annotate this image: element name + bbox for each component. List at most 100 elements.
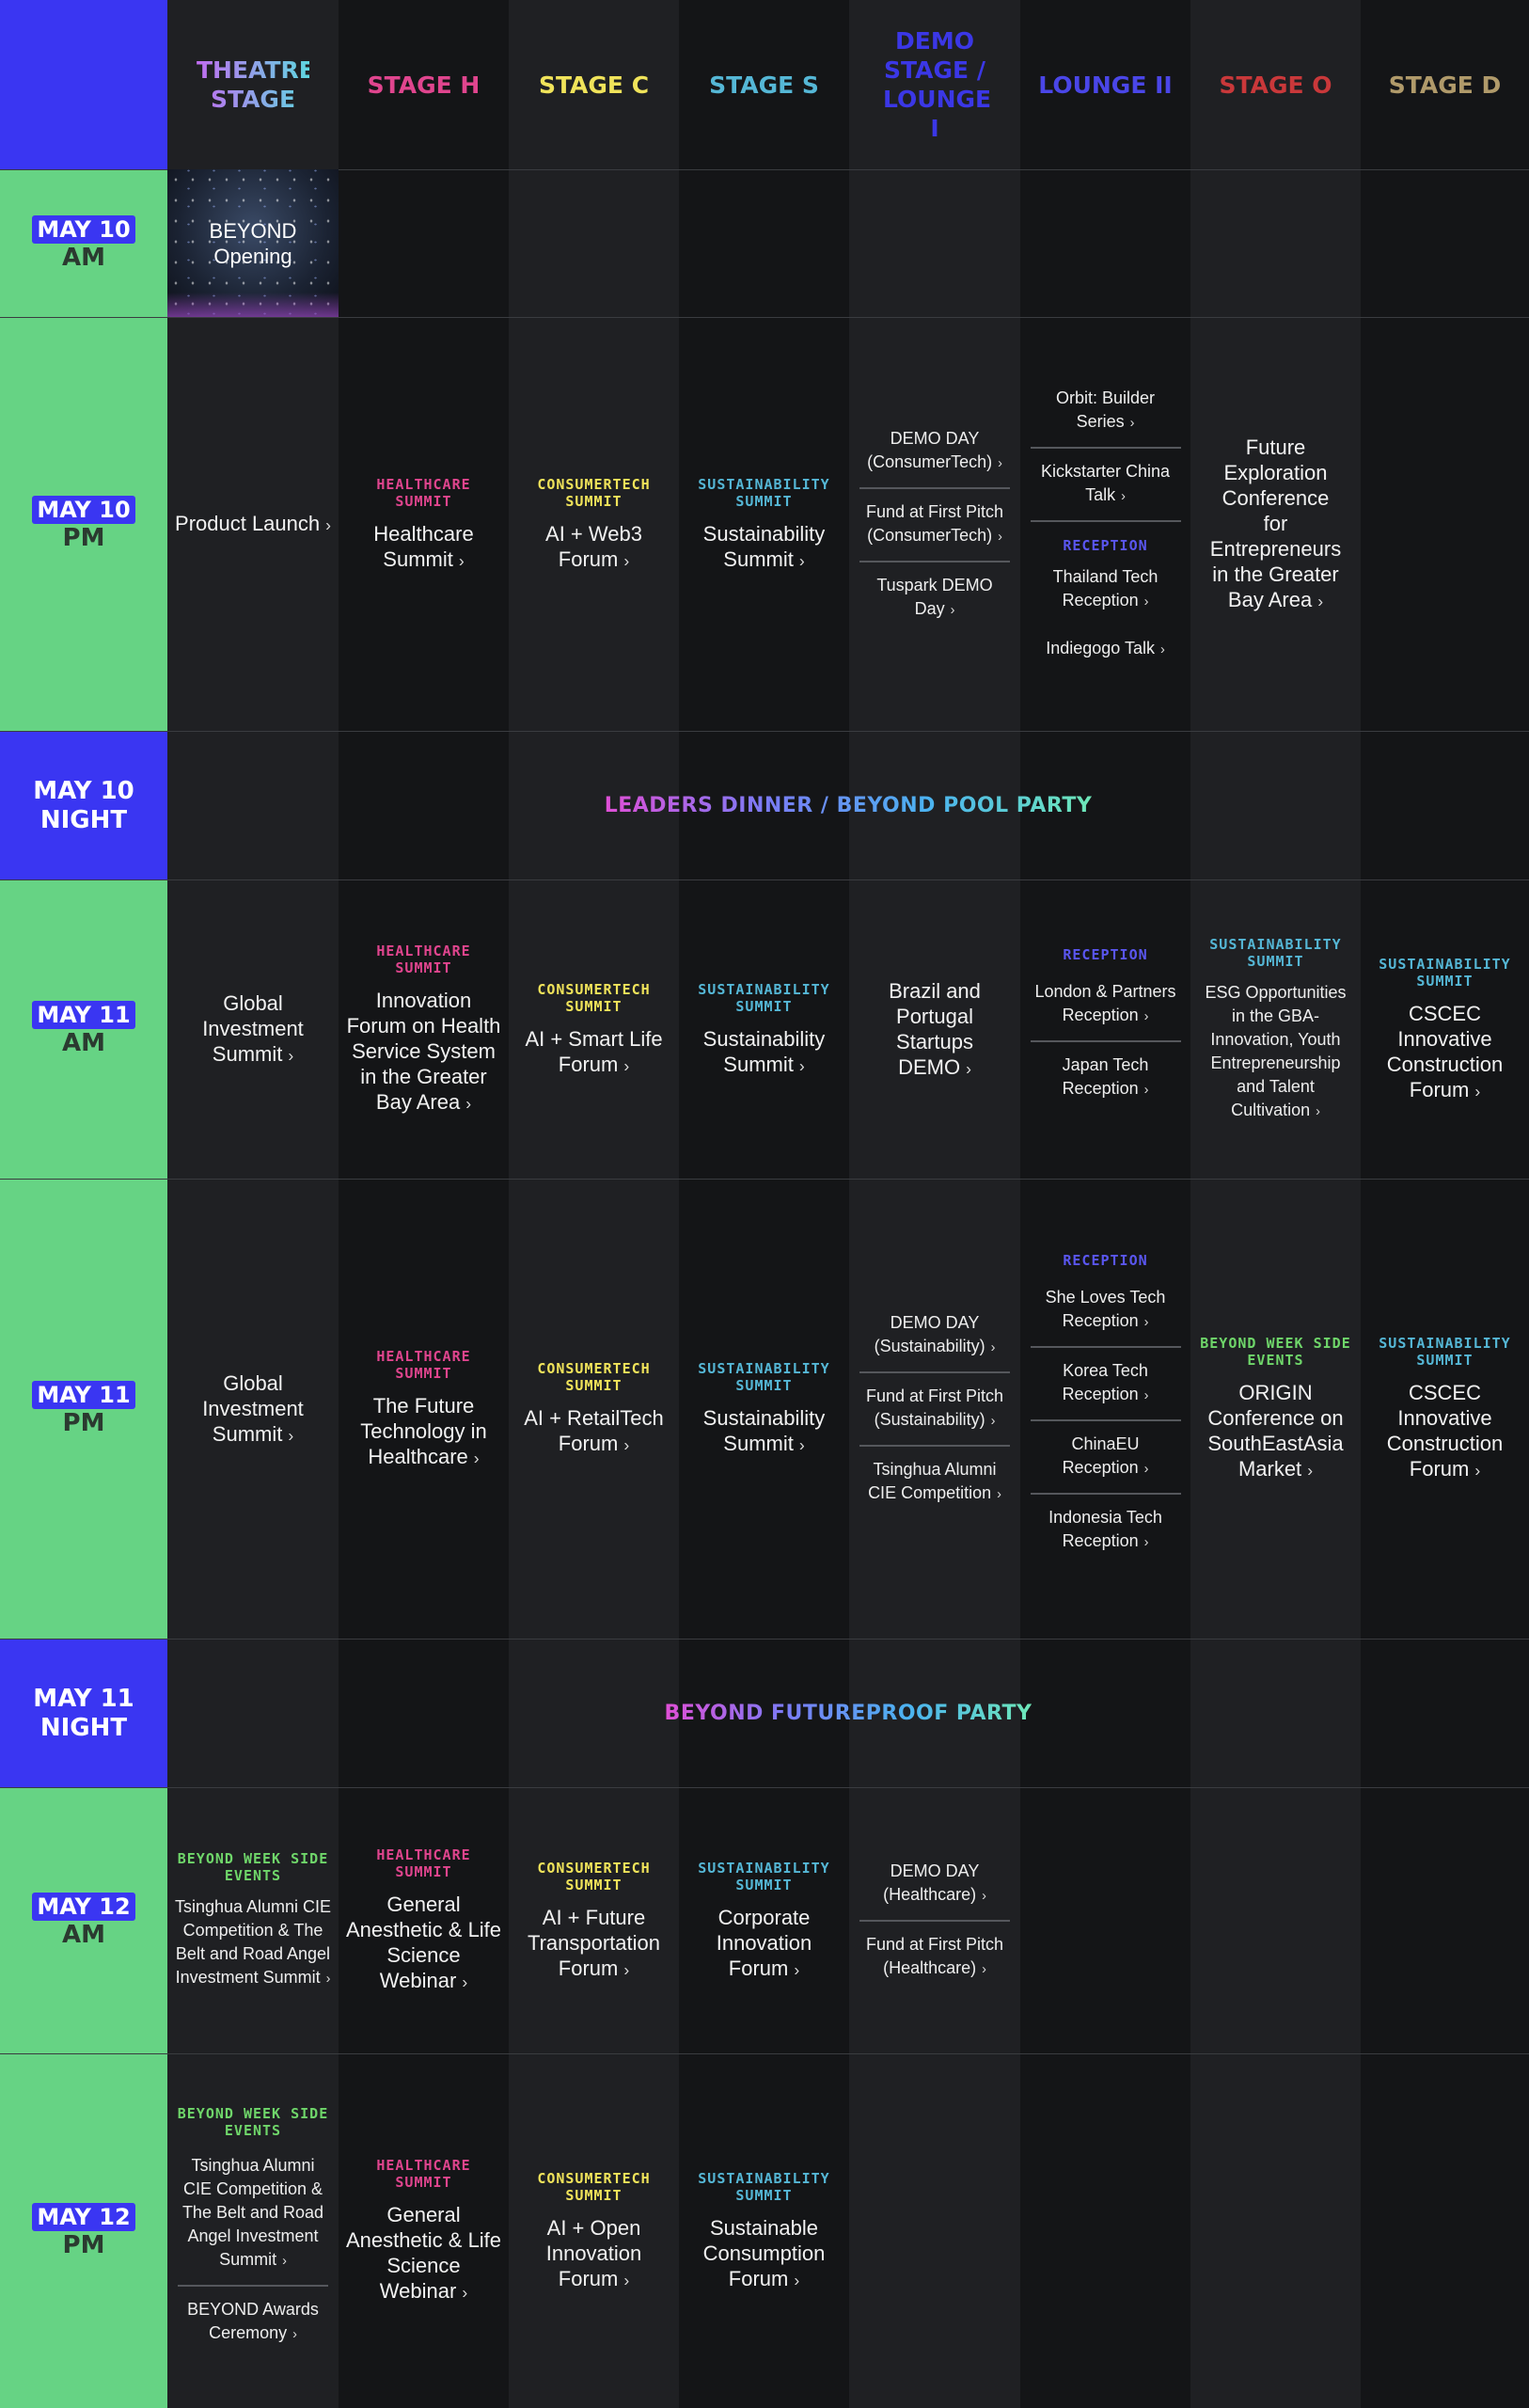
event-link[interactable]: Fund at First Pitch (Sustainability) › — [859, 1373, 1010, 1447]
event-link[interactable]: Thailand Tech Reception › — [1031, 554, 1181, 626]
event-title-text: Global Investment Summit — [202, 991, 304, 1066]
event-link[interactable]: DEMO DAY (ConsumerTech) › — [859, 416, 1010, 489]
event-link[interactable]: Indonesia Tech Reception › — [1031, 1495, 1181, 1566]
event-link[interactable]: DEMO DAY (Healthcare) › — [859, 1848, 1010, 1922]
event-anesthetic-webinar[interactable]: HEALTHCARE SUMMIT General Anesthetic & L… — [339, 2054, 509, 2408]
event-link[interactable]: Japan Tech Reception › — [1031, 1042, 1181, 1114]
column-bg-demo — [849, 0, 1020, 2408]
event-product-launch[interactable]: Product Launch › — [167, 318, 339, 731]
event-origin-conference[interactable]: BEYOND WEEK SIDE EVENTS ORIGIN Conferenc… — [1190, 1180, 1361, 1639]
event-link[interactable]: Kickstarter China Talk › — [1030, 449, 1181, 522]
category-label: RECEPTION — [1063, 1252, 1148, 1269]
event-sustainability-summit[interactable]: SUSTAINABILITY SUMMIT Sustainability Sum… — [679, 880, 849, 1179]
event-cscec-forum[interactable]: SUSTAINABILITY SUMMIT CSCEC Innovative C… — [1361, 880, 1529, 1179]
event-title-text: Global Investment Summit — [202, 1370, 304, 1446]
event-esg-opportunities[interactable]: SUSTAINABILITY SUMMIT ESG Opportunities … — [1190, 880, 1361, 1179]
event-global-investment-summit[interactable]: Global Investment Summit › — [167, 880, 339, 1179]
column-header-stage-s[interactable]: STAGE S — [679, 0, 849, 169]
event-title: Sustainability Summit › — [685, 1026, 843, 1079]
column-header-theatre-stage[interactable]: THEATRE STAGE — [167, 0, 339, 169]
event-link[interactable]: ChinaEU Reception › — [1030, 1421, 1181, 1495]
event-title-text: Sustainability Summit — [702, 521, 826, 571]
event-title-text: Sustainability Summit — [702, 1406, 826, 1455]
event-sustainability-summit[interactable]: SUSTAINABILITY SUMMIT Sustainability Sum… — [679, 318, 849, 731]
category-label: HEALTHCARE SUMMIT — [376, 2157, 471, 2191]
column-bg-lounge-ii — [1020, 0, 1190, 2408]
column-header-label: STAGE D — [1388, 71, 1502, 99]
event-title-text: Orbit: Builder Series — [1055, 388, 1156, 431]
chevron-right-icon: › — [473, 1448, 480, 1467]
chevron-right-icon: › — [982, 1962, 986, 1977]
chevron-right-icon: › — [1159, 642, 1165, 657]
event-link[interactable]: Fund at First Pitch (ConsumerTech) › — [859, 489, 1010, 562]
event-link[interactable]: Tuspark DEMO Day › — [859, 562, 1010, 634]
event-link[interactable]: DEMO DAY (Sustainability) › — [859, 1300, 1010, 1373]
demo-stage-may12am: DEMO DAY (Healthcare) › Fund at First Pit… — [849, 1788, 1020, 2053]
event-ai-smart-life-forum[interactable]: CONSUMERTECH SUMMIT AI + Smart Life Foru… — [509, 880, 679, 1179]
chevron-right-icon: › — [1143, 1082, 1149, 1098]
event-title: Global Investment Summit › — [173, 1370, 333, 1449]
column-header-stage-o[interactable]: STAGE O — [1190, 0, 1361, 169]
event-link[interactable]: Fund at First Pitch (Healthcare) › — [859, 1922, 1010, 1993]
event-title-text: Thailand Tech Reception — [1052, 567, 1159, 610]
event-corporate-innovation-forum[interactable]: SUSTAINABILITY SUMMIT Corporate Innovati… — [679, 1788, 849, 2053]
column-header-label: STAGE C — [538, 71, 650, 99]
event-ai-web3-forum[interactable]: CONSUMERTECH SUMMIT AI + Web3 Forum › — [509, 318, 679, 731]
column-bg-stage-o — [1190, 0, 1361, 2408]
event-tsinghua-alumni-competition[interactable]: BEYOND WEEK SIDE EVENTS Tsinghua Alumni … — [167, 1788, 339, 2053]
event-global-investment-summit[interactable]: Global Investment Summit › — [167, 1180, 339, 1639]
row-label-may12-am: MAY 12 AM — [0, 1788, 167, 2053]
event-link[interactable]: London & Partners Reception › — [1030, 969, 1181, 1042]
event-link[interactable]: Tsinghua Alumni CIE Competition & The Be… — [178, 2143, 328, 2287]
chevron-right-icon: › — [1316, 1103, 1320, 1119]
lounge-ii-may11am: RECEPTION London & Partners Reception › J… — [1020, 880, 1190, 1179]
event-ai-retailtech-forum[interactable]: CONSUMERTECH SUMMIT AI + RetailTech Foru… — [509, 1180, 679, 1639]
event-title: ORIGIN Conference on SouthEastAsia Marke… — [1196, 1380, 1355, 1483]
event-sustainability-summit[interactable]: SUSTAINABILITY SUMMIT Sustainability Sum… — [679, 1180, 849, 1639]
category-label: SUSTAINABILITY SUMMIT — [698, 1360, 830, 1394]
lounge-ii-may11pm: RECEPTION She Loves Tech Reception › Kore… — [1020, 1180, 1190, 1639]
category-label: SUSTAINABILITY SUMMIT — [1379, 955, 1511, 990]
beyond-opening-image[interactable]: BEYOND Opening — [167, 169, 339, 317]
event-title-text: DEMO DAY (ConsumerTech) — [867, 428, 993, 471]
event-link[interactable]: Orbit: Builder Series › — [1030, 375, 1181, 449]
event-ai-open-innovation[interactable]: CONSUMERTECH SUMMIT AI + Open Innovation… — [509, 2054, 679, 2408]
event-title: The Future Technology in Healthcare › — [344, 1393, 503, 1471]
event-ai-future-transportation[interactable]: CONSUMERTECH SUMMIT AI + Future Transpor… — [509, 1788, 679, 2053]
column-header-demo-stage[interactable]: DEMO STAGE / LOUNGE I — [849, 0, 1020, 169]
event-cscec-forum[interactable]: SUSTAINABILITY SUMMIT CSCEC Innovative C… — [1361, 1180, 1529, 1639]
column-header-stage-c[interactable]: STAGE C — [509, 0, 679, 169]
event-link[interactable]: Indiegogo Talk › — [1031, 626, 1181, 673]
event-future-exploration-conference[interactable]: Future Exploration Conference for Entrep… — [1190, 318, 1361, 731]
event-brazil-portugal-demo[interactable]: Brazil and Portugal Startups DEMO › — [849, 880, 1020, 1179]
chevron-right-icon: › — [997, 1487, 1001, 1502]
category-label: SUSTAINABILITY SUMMIT — [698, 1859, 830, 1893]
chevron-right-icon: › — [623, 1435, 630, 1454]
event-anesthetic-webinar[interactable]: HEALTHCARE SUMMIT General Anesthetic & L… — [339, 1788, 509, 2053]
event-link[interactable]: Korea Tech Reception › — [1030, 1348, 1181, 1421]
event-title-text: London & Partners Reception — [1034, 981, 1176, 1024]
chevron-right-icon: › — [292, 2326, 297, 2342]
column-bg-stage-c — [509, 0, 679, 2408]
party-banner-may11[interactable]: BEYOND FUTUREPROOF PARTY — [167, 1640, 1529, 1787]
event-healthcare-summit[interactable]: HEALTHCARE SUMMIT Healthcare Summit › — [339, 318, 509, 731]
chevron-right-icon: › — [1143, 1462, 1149, 1477]
party-banner-may10[interactable]: LEADERS DINNER / BEYOND POOL PARTY — [167, 732, 1529, 879]
event-link[interactable]: BEYOND Awards Ceremony › — [178, 2287, 328, 2358]
chevron-right-icon: › — [1143, 1388, 1149, 1403]
event-link[interactable]: Tsinghua Alumni CIE Competition › — [859, 1447, 1010, 1518]
event-title: Sustainable Consumption Forum › — [685, 2215, 843, 2293]
column-header-lounge-ii[interactable]: LOUNGE II — [1020, 0, 1190, 169]
chevron-right-icon: › — [1307, 1461, 1314, 1480]
event-title: AI + Future Transportation Forum › — [514, 1905, 673, 1983]
column-header-stage-d[interactable]: STAGE D — [1361, 0, 1529, 169]
event-link[interactable]: She Loves Tech Reception › — [1030, 1275, 1181, 1348]
event-title-text: Product Launch — [175, 512, 321, 535]
event-title-text: Fund at First Pitch (Sustainability) — [865, 1386, 1004, 1429]
event-innovation-forum-health[interactable]: HEALTHCARE SUMMIT Innovation Forum on He… — [339, 880, 509, 1179]
event-sustainable-consumption-forum[interactable]: SUSTAINABILITY SUMMIT Sustainable Consum… — [679, 2054, 849, 2408]
event-future-tech-healthcare[interactable]: HEALTHCARE SUMMIT The Future Technology … — [339, 1180, 509, 1639]
column-bg-stage-d — [1361, 0, 1529, 2408]
event-title-text: Kickstarter China Talk — [1040, 462, 1171, 504]
column-header-stage-h[interactable]: STAGE H — [339, 0, 509, 169]
